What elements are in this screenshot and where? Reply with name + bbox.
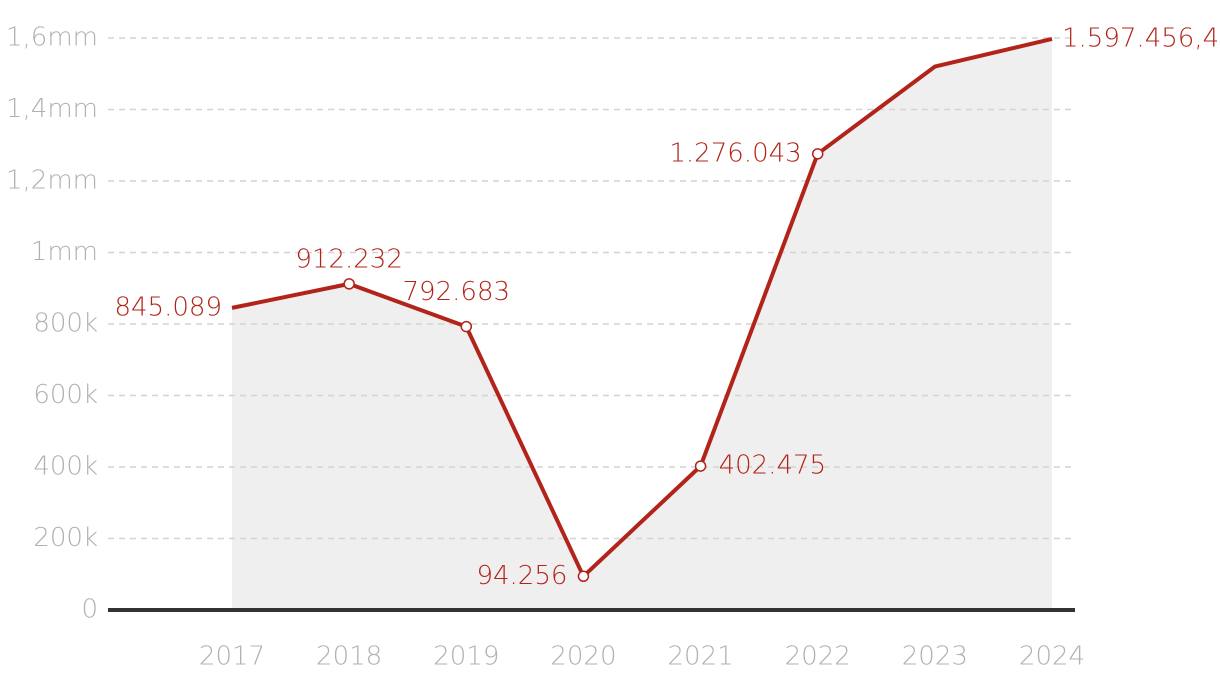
y-tick-label: 1,4mm xyxy=(6,94,98,124)
y-tick-label: 800k xyxy=(33,309,98,339)
y-tick-label: 1,2mm xyxy=(6,166,98,196)
point xyxy=(694,460,707,472)
x-tick-label: 2017 xyxy=(199,642,265,672)
y-tick-label: 1mm xyxy=(31,237,98,267)
y-tick-label: 600k xyxy=(33,380,98,410)
value-label: 912.232 xyxy=(295,244,403,274)
y-tick-label: 200k xyxy=(33,523,98,553)
line xyxy=(231,36,1053,579)
x-tick-label: 2021 xyxy=(667,642,733,672)
value-label: 792.683 xyxy=(403,277,511,307)
x-tick-label: 2020 xyxy=(550,642,616,672)
x-tick-label: 2019 xyxy=(433,642,499,672)
y-tick-label: 0 xyxy=(81,595,98,625)
point xyxy=(460,320,473,333)
y-tick-label: 1,6mm xyxy=(6,23,98,53)
value-label: 845.089 xyxy=(114,292,222,322)
x-tick-label: 2024 xyxy=(1019,642,1085,672)
x-tick-label: 2018 xyxy=(316,642,382,672)
point xyxy=(811,148,824,160)
value-label: 1.276.043 xyxy=(669,138,801,168)
value-label: 94.256 xyxy=(476,561,567,591)
y-tick-label: 400k xyxy=(33,452,98,482)
point xyxy=(577,570,590,583)
x-tick-label: 2022 xyxy=(785,642,851,672)
value-label: 402.475 xyxy=(719,451,827,481)
point xyxy=(343,278,355,290)
value-label: 1.597.456,4 xyxy=(1062,23,1219,53)
x-tick-label: 2023 xyxy=(902,642,968,672)
